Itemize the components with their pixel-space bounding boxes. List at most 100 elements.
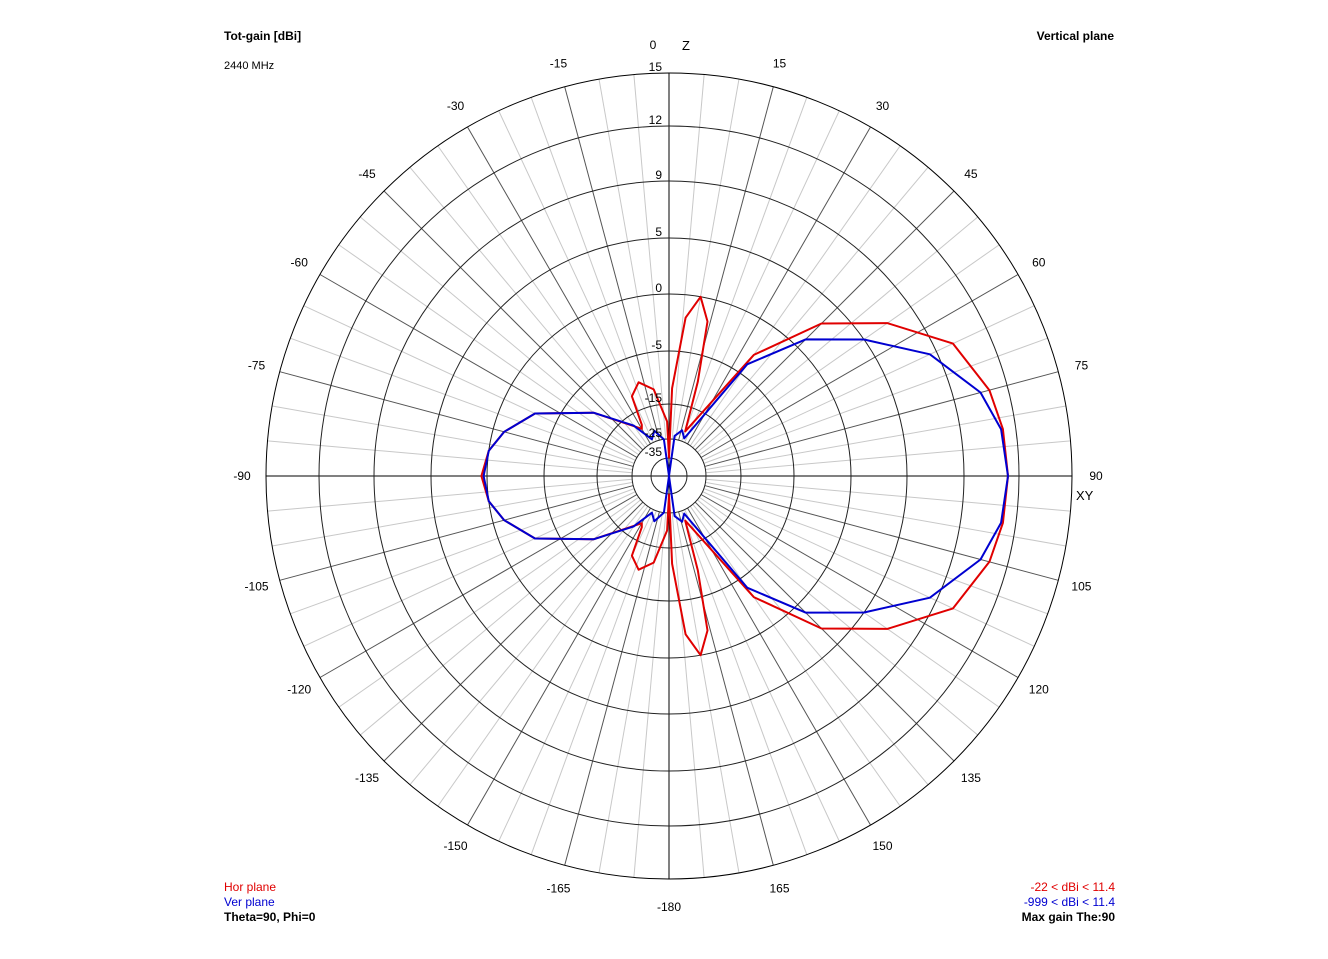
major-spoke	[279, 371, 634, 467]
minor-spoke	[692, 504, 929, 786]
minor-spoke	[671, 74, 705, 440]
major-spoke	[564, 511, 660, 866]
minor-spoke	[359, 216, 641, 453]
minor-spoke	[267, 478, 633, 512]
minor-spoke	[437, 506, 649, 807]
angle-label: 120	[1029, 683, 1049, 697]
plane-label: Vertical plane	[1036, 29, 1114, 43]
radial-tick-labels: 15 12 9 5 0 -5 -15 -25 -35	[645, 60, 663, 459]
ring	[596, 403, 742, 549]
angle-label: 15	[773, 57, 787, 71]
minor-spoke	[530, 510, 657, 855]
minor-spoke	[498, 509, 654, 842]
minor-spoke	[633, 512, 667, 878]
minor-spoke	[530, 97, 657, 442]
minor-spoke	[681, 97, 808, 442]
radial-tick-label: 0	[655, 281, 662, 295]
minor-spoke	[684, 110, 840, 443]
angle-label: -150	[443, 839, 467, 853]
angle-label: 30	[876, 99, 890, 113]
minor-grid	[267, 74, 1071, 878]
frequency-label: 2440 MHz	[224, 60, 275, 72]
major-spoke	[319, 274, 638, 458]
minor-spoke	[598, 512, 664, 873]
major-spoke	[694, 501, 955, 762]
minor-spoke	[303, 491, 636, 647]
minor-spoke	[598, 79, 664, 440]
minor-spoke	[409, 166, 646, 448]
major-spoke	[694, 190, 955, 451]
ring	[373, 180, 965, 772]
major-spoke	[700, 494, 1019, 678]
radial-tick-label: -35	[645, 445, 663, 459]
chart-title: Tot-gain [dBi]	[224, 29, 302, 43]
minor-spoke	[303, 305, 636, 461]
angle-label: 60	[1032, 256, 1046, 270]
minor-spoke	[703, 488, 1048, 615]
major-spoke	[704, 485, 1059, 581]
axis-label-z: Z	[682, 38, 690, 53]
major-spoke	[687, 507, 871, 826]
radial-tick-label: -15	[645, 391, 663, 405]
minor-spoke	[498, 110, 654, 443]
minor-spoke	[338, 244, 639, 456]
axis-label-xy: XY	[1076, 488, 1094, 503]
minor-spoke	[671, 512, 705, 878]
minor-spoke	[437, 145, 649, 446]
minor-spoke	[684, 509, 840, 842]
angle-label: 135	[961, 771, 981, 785]
hor-range-label: -22 < dBi < 11.4	[1030, 880, 1115, 894]
max-gain-label: Max gain The:90	[1021, 910, 1115, 924]
minor-spoke	[699, 496, 1000, 708]
minor-spoke	[702, 491, 1035, 647]
angle-label: -120	[287, 683, 311, 697]
ring	[430, 237, 908, 715]
major-spoke	[319, 494, 638, 678]
major-spoke	[564, 86, 660, 441]
ring	[318, 125, 1020, 827]
minor-spoke	[674, 79, 740, 440]
minor-spoke	[689, 506, 901, 807]
ver-range-label: -999 < dBi < 11.4	[1023, 895, 1115, 909]
major-grid	[266, 73, 1072, 879]
radial-tick-label: 5	[655, 225, 662, 239]
cut-label: Theta=90, Phi=0	[224, 910, 316, 924]
minor-spoke	[674, 512, 740, 873]
minor-spoke	[697, 499, 979, 736]
minor-spoke	[267, 440, 633, 474]
angle-label: -75	[248, 358, 266, 372]
legend-hor-plane: Hor plane	[224, 880, 277, 894]
minor-spoke	[705, 440, 1071, 474]
major-spoke	[700, 274, 1019, 458]
major-spoke	[383, 501, 644, 762]
angle-label: 150	[872, 839, 892, 853]
radial-tick-label: 9	[655, 168, 662, 182]
angle-label: -105	[245, 580, 269, 594]
minor-spoke	[697, 216, 979, 453]
angle-label: -15	[550, 57, 568, 71]
angle-label: -90	[233, 469, 251, 483]
minor-spoke	[290, 488, 635, 615]
ring	[265, 72, 1073, 880]
series-layer	[480, 295, 1009, 657]
radial-tick-label: 12	[649, 113, 663, 127]
minor-spoke	[705, 481, 1066, 547]
radial-tick-label: -25	[645, 426, 663, 440]
major-spoke	[279, 485, 634, 581]
angle-label: 45	[964, 167, 978, 181]
major-spoke	[467, 507, 651, 826]
angle-label: -30	[447, 99, 465, 113]
angle-label: 165	[770, 881, 790, 895]
major-spoke	[678, 511, 774, 866]
minor-spoke	[681, 510, 808, 855]
minor-spoke	[359, 499, 641, 736]
minor-spoke	[705, 405, 1066, 471]
major-spoke	[383, 190, 644, 451]
minor-spoke	[692, 166, 929, 448]
angle-label: -165	[546, 881, 570, 895]
minor-spoke	[633, 74, 667, 440]
series-ver-plane	[482, 338, 1009, 614]
ring	[486, 293, 852, 659]
radial-tick-label: 15	[649, 60, 663, 74]
minor-spoke	[699, 244, 1000, 456]
